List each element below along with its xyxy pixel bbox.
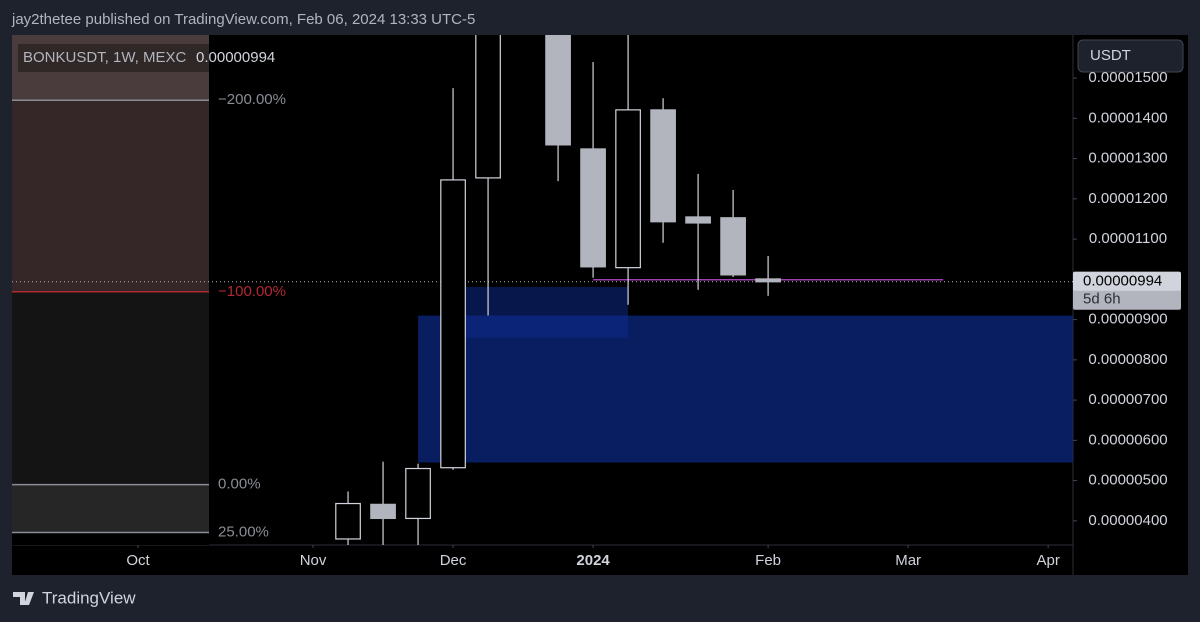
- x-tick-label: Apr: [1036, 552, 1059, 569]
- zone: [418, 315, 1073, 463]
- candle-body: [720, 217, 746, 276]
- x-tick-label: 2024: [576, 552, 610, 569]
- y-tick-label: 0.00001400: [1088, 109, 1167, 126]
- price-label-top: [1073, 271, 1181, 291]
- fib-band: [12, 291, 209, 485]
- overlay: BONKUSDT, 1W, MEXC 0.00000994 USDT Tradi…: [13, 39, 1184, 607]
- candle-body: [615, 109, 641, 269]
- fib-band: [12, 484, 209, 533]
- x-tick-label: Feb: [755, 552, 781, 569]
- plot: −200.00% −100.00% 0.00% 25.00%: [12, 35, 1073, 545]
- logo-dot: [27, 592, 33, 597]
- brand: TradingView: [42, 588, 136, 607]
- countdown: 5d 6h: [1083, 291, 1121, 308]
- y-tick-label: 0.00000700: [1088, 391, 1167, 408]
- candle-body: [440, 179, 466, 469]
- x-tick-label: Dec: [440, 552, 467, 569]
- candle-body: [545, 35, 571, 146]
- y-tick-label: 0.00000600: [1088, 431, 1167, 448]
- y-tick-label: 0.00000800: [1088, 351, 1167, 368]
- fib-band: [12, 532, 209, 545]
- publish-info: jay2thetee published on TradingView.com,…: [11, 11, 475, 28]
- fib-band: [12, 35, 209, 101]
- candle-body: [580, 148, 606, 268]
- fib-band: [12, 100, 209, 292]
- candle-body: [335, 502, 361, 540]
- last-price-label: 0.00000994: [1083, 273, 1162, 290]
- y-tick-label: 0.00001200: [1088, 190, 1167, 207]
- fib-label: −100.00%: [218, 283, 286, 300]
- candle-body: [370, 503, 396, 520]
- candle-body: [650, 109, 676, 223]
- y-tick-label: 0.00000900: [1088, 311, 1167, 328]
- fib-label: 25.00%: [218, 523, 269, 540]
- y-tick-label: 0.00001100: [1089, 230, 1167, 247]
- x-tick-label: Nov: [300, 552, 327, 569]
- y-tick-label: 0.00000400: [1088, 512, 1167, 529]
- y-tick-label: 0.00001300: [1088, 150, 1167, 167]
- y-tick-label: 0.00000500: [1088, 472, 1167, 489]
- currency-button[interactable]: [1077, 39, 1184, 73]
- candle-body: [685, 216, 711, 224]
- zone: [453, 286, 629, 338]
- fib-label: −200.00%: [218, 91, 286, 108]
- y-tick-label: 0.00001500: [1088, 69, 1167, 86]
- x-tick-label: Oct: [126, 552, 150, 569]
- currency[interactable]: USDT: [1090, 47, 1131, 64]
- symbol: BONKUSDT, 1W, MEXC: [23, 49, 187, 66]
- header-price: 0.00000994: [196, 49, 275, 66]
- candle-body: [755, 278, 781, 283]
- candle-body: [475, 35, 501, 179]
- fib-label: 0.00%: [218, 476, 261, 493]
- tradingview-logo: [13, 592, 34, 605]
- x-tick-label: Mar: [895, 552, 921, 569]
- legend-bg: [18, 44, 293, 72]
- candle-body: [405, 467, 431, 520]
